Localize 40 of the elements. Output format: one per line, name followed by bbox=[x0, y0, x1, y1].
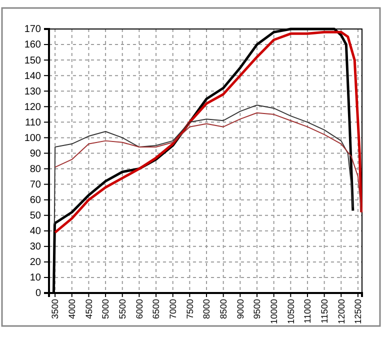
y-tick-label: 0 bbox=[35, 288, 42, 300]
line-series bbox=[54, 112, 362, 213]
line-series bbox=[54, 104, 354, 226]
y-tick-label: 160 bbox=[24, 40, 42, 51]
y-tick-label: 150 bbox=[24, 55, 42, 66]
x-tick-label: 7000 bbox=[168, 299, 178, 320]
x-tick-label: 7500 bbox=[184, 299, 195, 320]
y-tick-label: 110 bbox=[25, 117, 42, 128]
x-tick-label: 11000 bbox=[302, 299, 313, 324]
y-tick-label: 60 bbox=[30, 195, 42, 206]
x-tick-label: 6500 bbox=[151, 299, 162, 320]
x-tick-label: 8000 bbox=[202, 299, 212, 320]
x-tick-label: 5000 bbox=[100, 299, 111, 320]
y-tick-label: 10 bbox=[30, 272, 42, 284]
x-tick-label: 9500 bbox=[252, 299, 262, 320]
x-tick-label: 4500 bbox=[84, 299, 94, 320]
x-tick-label: 11500 bbox=[319, 299, 330, 324]
y-tick-label: 140 bbox=[24, 70, 42, 82]
y-tick-label: 130 bbox=[24, 86, 42, 98]
x-tick-label: 8500 bbox=[218, 299, 228, 320]
y-tick-label: 70 bbox=[30, 179, 42, 190]
x-tick-label: 10000 bbox=[268, 299, 279, 324]
y-tick-label: 40 bbox=[30, 226, 42, 238]
x-tick-label: 6000 bbox=[134, 299, 144, 320]
x-tick-label: 3500 bbox=[50, 299, 60, 320]
y-tick-label: 20 bbox=[30, 257, 42, 268]
x-tick-label: 12500 bbox=[353, 299, 364, 324]
x-tick-label: 12000 bbox=[336, 299, 346, 324]
y-tick-label: 50 bbox=[30, 210, 42, 222]
x-tick-label: 10500 bbox=[286, 299, 296, 324]
y-tick-label: 30 bbox=[30, 242, 42, 253]
x-tick-label: 4000 bbox=[67, 299, 78, 320]
y-tick-label: 120 bbox=[24, 102, 42, 113]
y-tick-label: 170 bbox=[24, 24, 42, 36]
y-tick-label: 90 bbox=[30, 148, 42, 160]
x-tick-label: 5500 bbox=[118, 299, 128, 320]
x-tick-label: 9000 bbox=[235, 299, 246, 320]
line-series bbox=[54, 30, 363, 234]
y-tick-label: 100 bbox=[24, 132, 42, 144]
y-tick-label: 80 bbox=[30, 164, 42, 175]
